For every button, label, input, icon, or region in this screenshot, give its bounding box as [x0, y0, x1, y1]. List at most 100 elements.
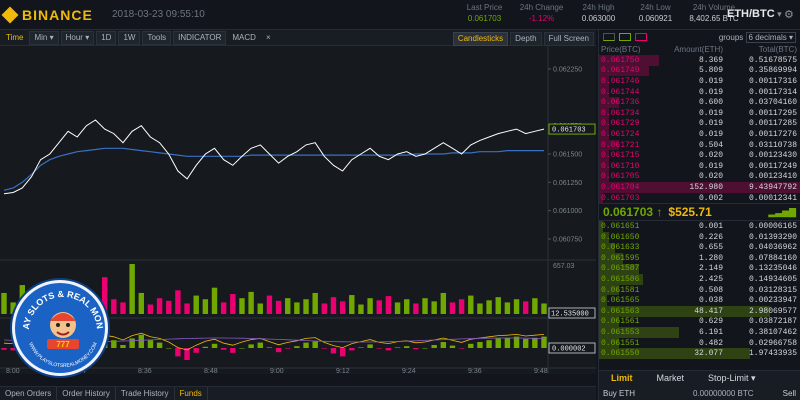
volume-bar: [184, 303, 190, 314]
volume-bar: [230, 294, 236, 314]
macd-bar: [175, 348, 181, 357]
book-view-asks-icon[interactable]: [635, 33, 647, 41]
bid-row[interactable]: 0.061581 0.508 0.03128315: [599, 284, 800, 296]
ask-row[interactable]: 0.061705 0.020 0.00123410: [599, 171, 800, 183]
bid-row[interactable]: 0.061633 0.655 0.04036962: [599, 242, 800, 254]
volume-bar: [211, 287, 218, 314]
decimals-select[interactable]: 6 decimals ▾: [745, 31, 796, 43]
ask-row[interactable]: 0.061746 0.019 0.00117316: [599, 76, 800, 87]
tab-stop-limit[interactable]: Stop-Limit: [696, 373, 768, 384]
macd-bar: [303, 342, 309, 348]
macd-bar: [239, 348, 245, 349]
stat-24h-high: 24h High 0.063000: [570, 3, 627, 23]
volume-bar: [266, 295, 273, 314]
bid-row[interactable]: 0.061551 0.482 0.02966758: [599, 337, 800, 349]
macd-bar: [349, 348, 355, 351]
bid-row[interactable]: 0.061565 0.038 0.00233947: [599, 295, 800, 307]
gear-icon[interactable]: ⚙: [784, 9, 794, 21]
macd-bar: [532, 337, 538, 348]
volume-bar: [486, 300, 492, 314]
mid-price-usd: $525.71: [668, 205, 712, 220]
ask-row[interactable]: 0.061703 0.002 0.00012341: [599, 192, 800, 204]
ask-row[interactable]: 0.061721 0.504 0.03110738: [599, 139, 800, 151]
volume-max-label: 657.03: [553, 263, 575, 270]
tab-limit[interactable]: Limit: [611, 373, 633, 383]
bid-row[interactable]: 0.061587 2.149 0.13235046: [599, 263, 800, 275]
row-total: 0.00123410: [748, 172, 797, 182]
bid-row[interactable]: 0.061561 0.629 0.03872187: [599, 316, 800, 328]
close-icon[interactable]: ×: [265, 32, 271, 42]
bid-row[interactable]: 0.061550 32.077 1.97433935: [599, 348, 800, 360]
ask-row[interactable]: 0.061734 0.019 0.00117295: [599, 107, 800, 119]
toolbar-tools[interactable]: Tools: [142, 30, 172, 45]
row-price: 0.061651: [601, 222, 640, 232]
volume-bar: [385, 296, 392, 314]
bid-row[interactable]: 0.061563 48.417 2.98069577: [599, 306, 800, 317]
macd-bar: [458, 348, 465, 349]
bid-row[interactable]: 0.061595 1.280 0.07884160: [599, 253, 800, 264]
view-fullscreen[interactable]: Full Screen: [543, 32, 594, 46]
ask-row[interactable]: 0.061744 0.019 0.00117314: [599, 86, 800, 98]
macd-bar: [422, 348, 428, 349]
row-price: 0.061595: [601, 253, 640, 263]
ask-row[interactable]: 0.061736 0.600 0.03704160: [599, 97, 800, 108]
toolbar-1d[interactable]: 1D: [96, 30, 117, 45]
price-chart[interactable]: 0.0622500.0617500.0615000.0612500.061000…: [0, 46, 596, 374]
row-amount: 1.280: [698, 253, 723, 263]
volume-bar: [147, 304, 154, 314]
bid-row[interactable]: 0.061553 6.191 0.38107462: [599, 327, 800, 338]
row-price: 0.061551: [601, 338, 640, 348]
stat-label: 24h Volume: [692, 3, 736, 12]
row-price: 0.061724: [601, 129, 640, 139]
row-price: 0.061710: [601, 161, 640, 171]
volume-bar: [440, 292, 447, 314]
toolbar-1w[interactable]: 1W: [118, 30, 141, 45]
ask-row[interactable]: 0.061715 0.020 0.00123430: [599, 150, 800, 161]
brand-logo[interactable]: BINANCE: [1, 6, 104, 23]
volume-bar: [257, 303, 263, 314]
row-total: 9.43947792: [748, 182, 797, 192]
ask-depth-bar: [599, 65, 650, 77]
tab-order-history[interactable]: Order History: [57, 387, 116, 400]
book-tools: groups 6 decimals ▾: [599, 30, 800, 44]
price-tick-label: 0.062250: [553, 67, 582, 74]
ask-row[interactable]: 0.061724 0.019 0.00117276: [599, 129, 800, 140]
mascot-icon: 777: [47, 312, 79, 349]
ask-row[interactable]: 0.061749 5.809 0.35869994: [599, 65, 800, 77]
pair-selector[interactable]: ETH/BTC: [727, 8, 782, 20]
bid-row[interactable]: 0.061651 0.001 0.00006165: [599, 221, 800, 232]
ask-row[interactable]: 0.061750 8.369 0.51678575: [599, 55, 800, 66]
tab-funds[interactable]: Funds: [175, 387, 208, 400]
toolbar-indicator[interactable]: INDICATOR: [173, 30, 227, 45]
bid-row[interactable]: 0.061650 0.226 0.01393290: [599, 231, 800, 243]
volume-bar: [394, 302, 401, 314]
ask-row[interactable]: 0.061729 0.019 0.00117285: [599, 118, 800, 130]
book-view-both-icon[interactable]: [603, 33, 615, 41]
tab-trade-history[interactable]: Trade History: [116, 387, 175, 400]
mid-price-value: 0.061703 ↑: [603, 205, 663, 220]
book-view-bids-icon[interactable]: [619, 33, 631, 41]
row-total: 0.00006165: [748, 222, 797, 232]
macd-bar: [184, 348, 190, 360]
price-tick-label: 0.061250: [553, 180, 582, 187]
stat-label: 24h High: [582, 3, 615, 12]
bid-depth-bar: [599, 231, 610, 243]
ask-row[interactable]: 0.061704 152.980 9.43947792: [599, 182, 800, 193]
view-candlesticks[interactable]: Candlesticks: [452, 32, 509, 46]
macd-bar: [376, 348, 382, 349]
view-depth[interactable]: Depth: [510, 32, 542, 46]
toolbar-time[interactable]: Time: [2, 31, 28, 44]
toolbar-hour[interactable]: Hour ▾: [60, 30, 95, 45]
toolbar-min[interactable]: Min ▾: [29, 30, 59, 45]
ask-row[interactable]: 0.061710 0.019 0.00117249: [599, 160, 800, 172]
bid-depth-bar: [599, 253, 624, 264]
tab-market[interactable]: Market: [656, 373, 685, 383]
row-amount: 0.019: [698, 76, 723, 86]
bid-row[interactable]: 0.061586 2.425 0.14934605: [599, 274, 800, 285]
row-amount: 0.020: [698, 172, 723, 182]
tab-open-orders[interactable]: Open Orders: [0, 387, 58, 400]
trade-balance-row: Buy ETH 0.00000000 BTC Sell: [599, 389, 800, 398]
macd-bar: [220, 348, 227, 350]
row-price: 0.061553: [601, 328, 640, 338]
volume-bar: [376, 300, 382, 314]
